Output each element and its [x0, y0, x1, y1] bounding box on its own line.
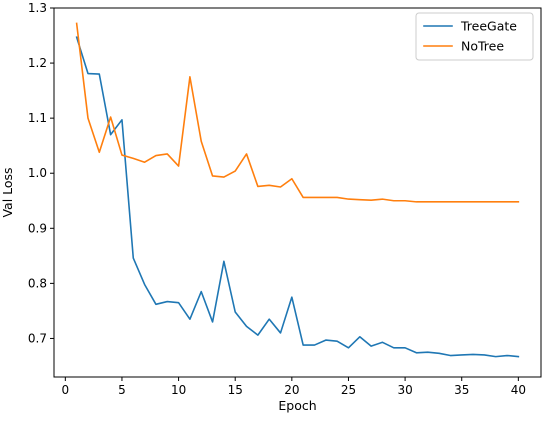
legend: TreeGate NoTree — [415, 12, 534, 61]
series-line-treegate — [75, 36, 520, 358]
x-tick-label: 40 — [511, 383, 526, 397]
x-tick-label: 20 — [284, 383, 299, 397]
x-tick-label: 25 — [341, 383, 356, 397]
x-tick-label: 15 — [228, 383, 243, 397]
y-tick-label: 0.8 — [28, 276, 47, 290]
x-axis-ticks: 0 5 10 15 20 25 30 35 40 — [62, 377, 526, 397]
legend-label-treegate: TreeGate — [460, 19, 517, 34]
y-tick-label: 1.2 — [28, 56, 47, 70]
y-tick-label: 1.1 — [28, 111, 47, 125]
legend-box — [415, 12, 534, 61]
y-tick-label: 1.0 — [28, 166, 47, 180]
x-tick-label: 10 — [171, 383, 186, 397]
y-tick-label: 0.7 — [28, 331, 47, 345]
plot-frame — [53, 7, 542, 378]
axes-layer: 0 5 10 15 20 25 30 35 40 0.7 0.8 0.9 1.0 1.1 1.2 1.3 E… — [0, 1, 542, 413]
x-tick-label: 0 — [62, 383, 70, 397]
series-layer — [75, 22, 520, 358]
x-tick-label: 35 — [454, 383, 469, 397]
x-tick-label: 30 — [397, 383, 412, 397]
y-axis-ticks: 0.7 0.8 0.9 1.0 1.1 1.2 1.3 — [28, 1, 54, 345]
x-tick-label: 5 — [118, 383, 126, 397]
y-tick-label: 0.9 — [28, 221, 47, 235]
y-axis-label: Val Loss — [0, 167, 15, 217]
y-tick-label: 1.3 — [28, 1, 47, 15]
x-axis-label: Epoch — [278, 398, 316, 413]
legend-label-notree: NoTree — [461, 39, 504, 54]
series-line-notree — [75, 22, 520, 203]
